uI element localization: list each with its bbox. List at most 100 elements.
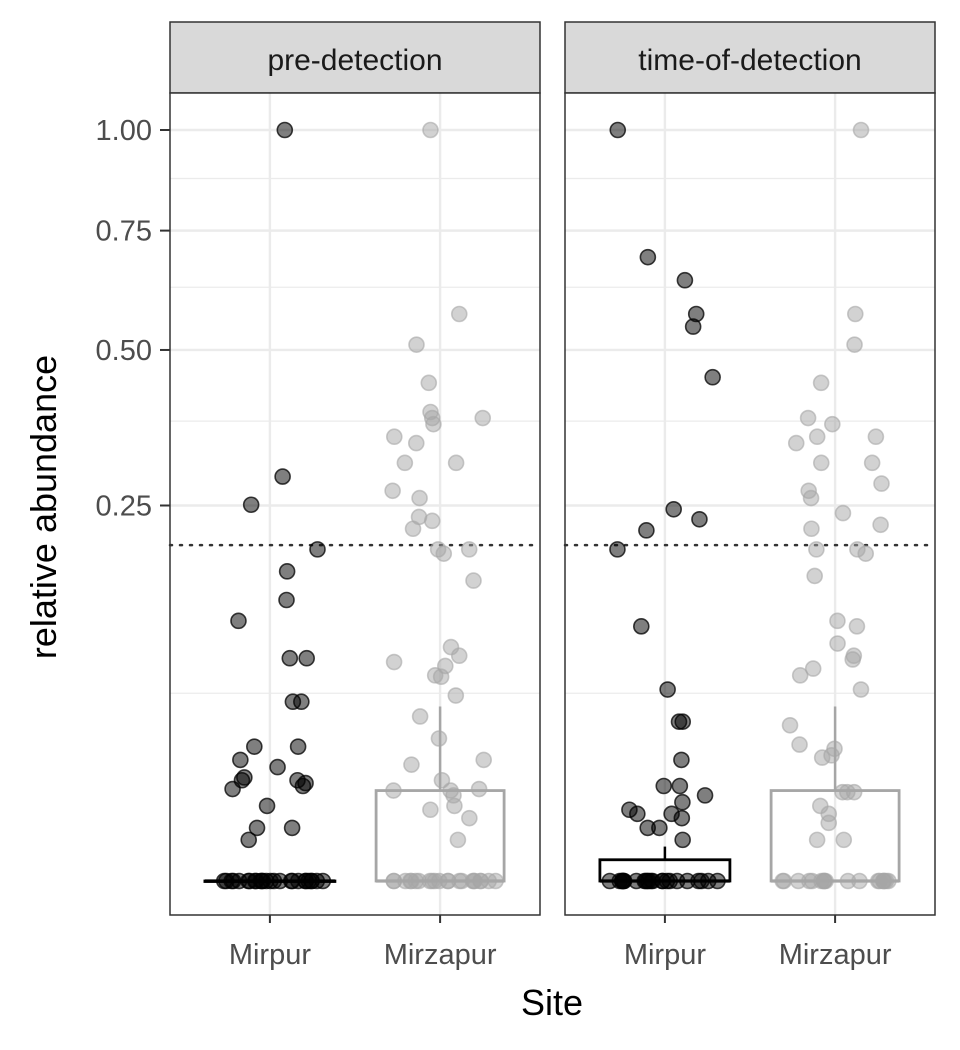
data-point (812, 454, 830, 472)
data-point (848, 618, 866, 635)
data-point (824, 415, 841, 433)
data-point (385, 782, 402, 799)
data-point (699, 872, 717, 890)
data-point (309, 541, 326, 558)
data-point (691, 510, 708, 528)
data-point (450, 305, 468, 323)
facet-panel: pre-detection Mirpur Mirzapur (168, 21, 542, 971)
data-point (242, 496, 260, 514)
data-point (857, 545, 875, 562)
data-point (852, 121, 870, 139)
data-point (629, 805, 646, 823)
box-mirzapur (769, 121, 901, 890)
data-point (432, 668, 450, 686)
data-point (246, 738, 263, 755)
data-point (289, 738, 307, 755)
data-point (278, 591, 295, 609)
data-point (276, 121, 294, 139)
data-point (808, 541, 825, 558)
panel-border (169, 92, 541, 916)
data-point (803, 872, 821, 890)
x-axis-title: Site (521, 982, 583, 1023)
data-point (447, 454, 465, 472)
data-point (609, 121, 627, 139)
data-point (802, 489, 820, 507)
data-point (803, 520, 820, 538)
data-point (655, 777, 673, 795)
data-point (449, 831, 467, 849)
data-point (674, 793, 691, 811)
data-point (614, 872, 632, 890)
data-point (465, 872, 483, 890)
facet-strip-label: pre-detection (267, 44, 442, 77)
data-point (673, 809, 691, 827)
data-point (430, 730, 448, 747)
data-point (300, 872, 318, 890)
data-point (852, 681, 870, 698)
data-point (834, 783, 851, 801)
facet-strip (564, 21, 936, 94)
data-point (446, 797, 463, 815)
data-point (224, 780, 241, 798)
data-point (422, 801, 439, 819)
y-tick-label: 0.25 (96, 491, 152, 523)
data-point (423, 872, 441, 890)
data-point (799, 409, 817, 427)
data-point (385, 428, 403, 446)
data-point (407, 434, 425, 452)
data-point (404, 520, 422, 538)
data-point (294, 777, 312, 795)
data-point (835, 831, 853, 849)
data-point (846, 305, 864, 323)
x-tick-label: Mirzapur (779, 939, 892, 971)
data-point (460, 541, 478, 558)
data-point (774, 872, 791, 890)
data-point (790, 872, 807, 890)
x-tick-label: Mirzapur (384, 939, 497, 971)
data-point (834, 504, 852, 522)
data-point (422, 121, 439, 139)
data-point (674, 831, 691, 849)
data-point (461, 809, 478, 827)
data-point (671, 777, 689, 795)
facet-strip (169, 21, 541, 94)
data-point (609, 541, 626, 558)
data-point (791, 667, 809, 684)
data-point (676, 271, 694, 289)
data-point (258, 797, 276, 815)
data-point (475, 751, 493, 769)
data-point (411, 489, 428, 507)
data-point (447, 687, 465, 704)
data-point (284, 693, 302, 711)
data-point (639, 248, 657, 266)
data-point (808, 428, 826, 446)
data-point (638, 522, 655, 539)
data-point (781, 716, 799, 734)
y-tick-label: 0.50 (96, 335, 152, 367)
data-point (385, 653, 403, 671)
data-point (791, 736, 808, 753)
data-point (644, 872, 661, 890)
data-point (403, 756, 420, 773)
data-point (872, 516, 889, 534)
data-point (851, 872, 868, 890)
data-point (820, 814, 838, 832)
data-point (298, 649, 315, 667)
data-point (846, 336, 863, 353)
data-point (674, 713, 692, 730)
data-point (425, 415, 442, 433)
data-point (402, 872, 419, 890)
data-point (844, 651, 862, 668)
data-point (384, 482, 401, 500)
data-point (813, 749, 831, 766)
data-point (673, 751, 690, 769)
data-point (787, 434, 805, 452)
data-point (668, 872, 686, 890)
data-point (863, 454, 881, 472)
y-axis-title: relative abundance (23, 355, 64, 659)
data-point (704, 368, 721, 386)
data-point (804, 660, 822, 677)
data-point (829, 635, 846, 652)
data-point (281, 649, 299, 667)
